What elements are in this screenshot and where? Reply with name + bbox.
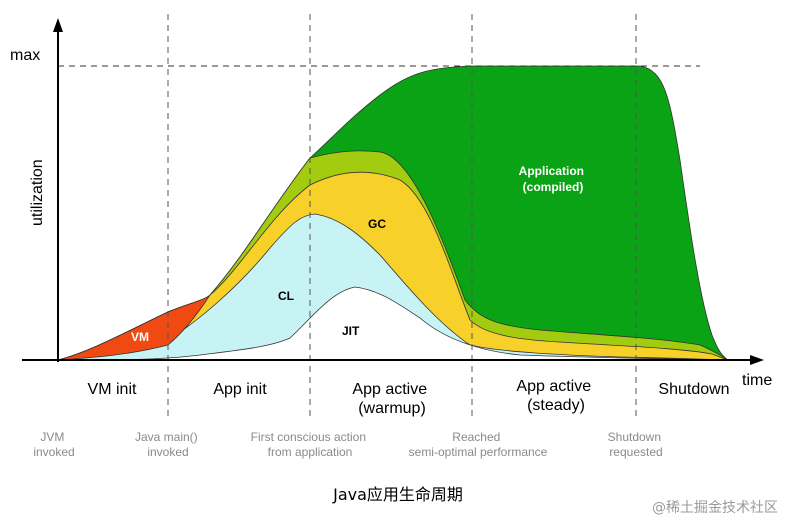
watermark: @稀土掘金技术社区	[652, 500, 778, 516]
y-axis-max-label: max	[10, 47, 40, 64]
region-label-compiled: Application (compiled)	[519, 164, 588, 194]
diagram-caption: Java应用生命周期	[332, 485, 463, 504]
region-label-jit: JIT	[342, 324, 360, 338]
x-axis-label: time	[742, 372, 772, 389]
phase-label-app-init: App init	[213, 381, 267, 398]
y-axis-label: utilization	[29, 159, 46, 226]
y-axis-arrowhead-icon	[53, 18, 63, 32]
region-vm	[57, 294, 211, 361]
event-label-first-action: First conscious action from application	[251, 430, 370, 459]
region-label-vm: VM	[131, 330, 149, 344]
event-label-jvm-invoked: JVM invoked	[33, 430, 74, 459]
region-label-gc: GC	[368, 217, 386, 231]
x-axis-arrowhead-icon	[750, 355, 764, 365]
phase-label-app-active-steady: App active (steady)	[516, 378, 595, 414]
region-jit	[57, 286, 729, 361]
phase-label-shutdown: Shutdown	[658, 381, 729, 398]
event-label-shutdown-requested: Shutdown requested	[608, 430, 665, 459]
phase-label-app-active-warmup: App active (warmup)	[352, 381, 431, 417]
phase-label-vm-init: VM init	[88, 381, 137, 398]
region-label-cl: CL	[278, 289, 294, 303]
event-label-main-invoked: Java main() invoked	[135, 430, 201, 459]
event-label-semi-optimal: Reached semi-optimal performance	[409, 430, 548, 459]
